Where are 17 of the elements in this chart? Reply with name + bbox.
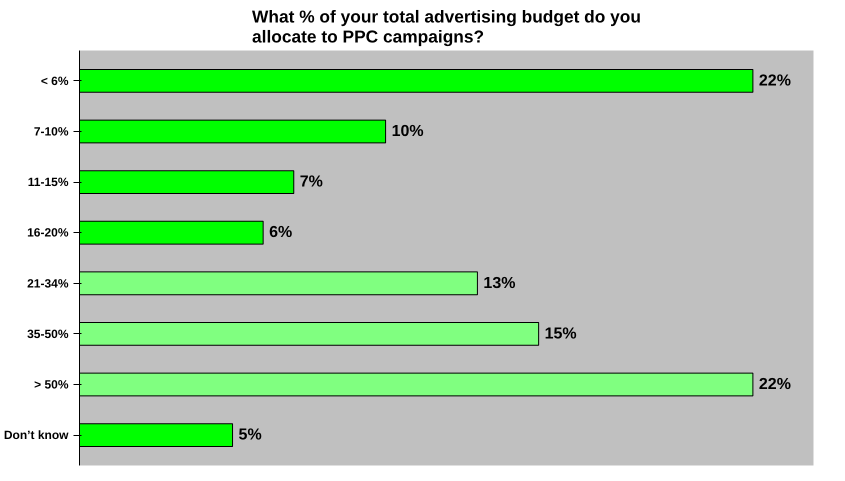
chart-title: What % of your total advertising budget do you allocate to PPC campaigns?	[252, 6, 641, 46]
y-tick-label: < 6%	[40, 74, 69, 88]
y-tick-label: > 50%	[34, 378, 69, 392]
data-label: 15%	[544, 325, 577, 342]
data-label: 7%	[300, 174, 323, 191]
y-tick-label: 35-50%	[27, 326, 69, 341]
data-label: 5%	[238, 426, 262, 444]
y-tick-label: 21-34%	[27, 276, 69, 290]
y-tick-label: 16-20%	[27, 226, 69, 240]
data-label: 10%	[392, 122, 424, 140]
data-label: 22%	[758, 376, 791, 394]
data-label: 22%	[758, 72, 791, 90]
data-label: 13%	[483, 274, 516, 292]
y-tick-label: 7-10%	[34, 124, 69, 138]
y-tick-label: 11-15%	[28, 175, 69, 190]
y-tick-label: Don’t know	[4, 428, 70, 442]
data-label: 6%	[269, 224, 292, 242]
